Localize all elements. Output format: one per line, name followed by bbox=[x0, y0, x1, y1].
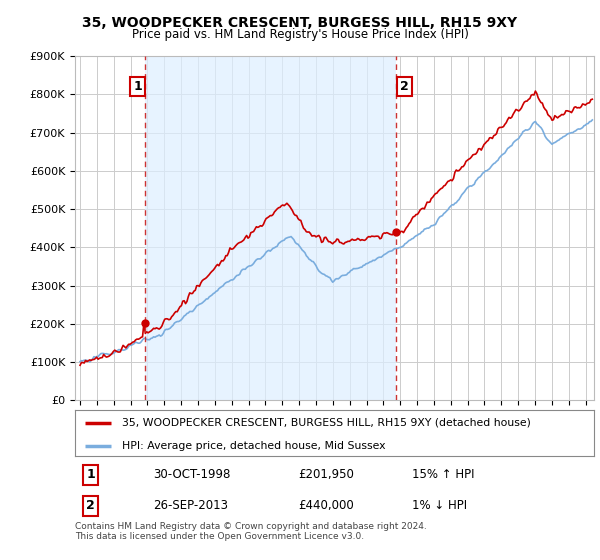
Text: HPI: Average price, detached house, Mid Sussex: HPI: Average price, detached house, Mid … bbox=[122, 441, 385, 451]
Text: 35, WOODPECKER CRESCENT, BURGESS HILL, RH15 9XY (detached house): 35, WOODPECKER CRESCENT, BURGESS HILL, R… bbox=[122, 418, 530, 428]
Bar bbox=[145, 56, 395, 400]
Text: 26-SEP-2013: 26-SEP-2013 bbox=[153, 499, 228, 512]
Text: Price paid vs. HM Land Registry's House Price Index (HPI): Price paid vs. HM Land Registry's House … bbox=[131, 28, 469, 41]
Text: 30-OCT-1998: 30-OCT-1998 bbox=[153, 468, 230, 482]
Text: 1: 1 bbox=[86, 468, 95, 482]
Text: 15% ↑ HPI: 15% ↑ HPI bbox=[412, 468, 475, 482]
Text: 35, WOODPECKER CRESCENT, BURGESS HILL, RH15 9XY: 35, WOODPECKER CRESCENT, BURGESS HILL, R… bbox=[82, 16, 518, 30]
Text: 1: 1 bbox=[133, 80, 142, 93]
Text: £201,950: £201,950 bbox=[298, 468, 354, 482]
Text: £440,000: £440,000 bbox=[298, 499, 354, 512]
Text: 2: 2 bbox=[86, 499, 95, 512]
Text: 1% ↓ HPI: 1% ↓ HPI bbox=[412, 499, 467, 512]
Text: 2: 2 bbox=[400, 80, 409, 93]
Text: Contains HM Land Registry data © Crown copyright and database right 2024.
This d: Contains HM Land Registry data © Crown c… bbox=[75, 522, 427, 542]
